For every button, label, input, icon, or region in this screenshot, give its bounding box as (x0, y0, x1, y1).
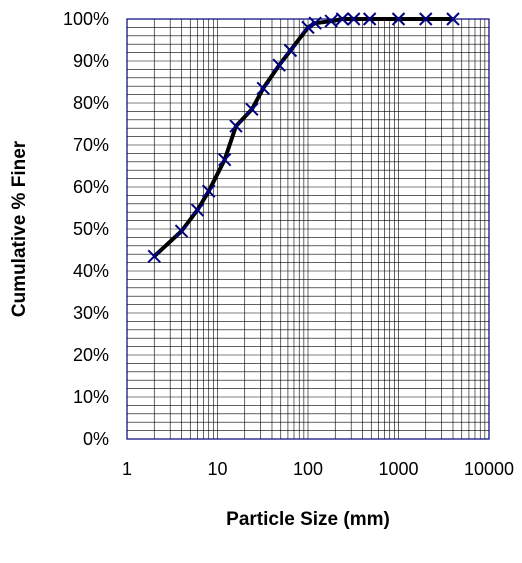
marker-stroke (335, 12, 350, 26)
data-point-x-marker (174, 224, 189, 238)
y-tick-label: 60% (73, 177, 109, 197)
marker-stroke (446, 12, 460, 26)
marker-stroke (190, 203, 205, 217)
marker-stroke (391, 12, 406, 26)
data-point-x-marker (256, 81, 270, 96)
marker-stroke (229, 119, 243, 133)
marker-stroke (174, 224, 189, 238)
marker-stroke (202, 184, 216, 198)
marker-stroke (147, 249, 161, 264)
grid-lines (126, 18, 489, 440)
marker-stroke (272, 58, 286, 72)
data-point-x-marker (335, 12, 350, 26)
marker-stroke (347, 12, 361, 26)
y-tick-label: 90% (73, 51, 109, 71)
y-tick-label: 70% (73, 135, 109, 155)
y-tick-label: 100% (63, 9, 109, 29)
marker-stroke (324, 14, 338, 28)
data-point-x-marker (347, 12, 361, 26)
marker-stroke (245, 102, 259, 117)
data-series (147, 12, 460, 264)
x-tick-label: 10 (207, 459, 227, 479)
x-tick-label: 1 (122, 459, 132, 479)
plot-frame (126, 18, 490, 440)
data-point-x-marker (202, 184, 216, 198)
data-point-x-marker (283, 43, 298, 58)
data-point-x-marker (362, 12, 377, 26)
data-point-x-marker (229, 119, 243, 133)
marker-stroke (301, 20, 315, 35)
x-axis-title: Particle Size (mm) (226, 509, 390, 530)
y-tick-label: 50% (73, 219, 109, 239)
marker-stroke (362, 12, 377, 26)
marker-stroke (283, 43, 298, 58)
data-point-x-marker (217, 152, 232, 167)
x-tick-label: 1000 (378, 459, 418, 479)
data-point-x-marker (147, 249, 161, 264)
y-tick-label: 30% (73, 303, 109, 323)
marker-stroke (256, 81, 270, 96)
data-point-x-marker (391, 12, 406, 26)
data-point-x-marker (245, 102, 259, 117)
x-axis-tick-labels: 1 10 100 1000 10000 (122, 459, 514, 479)
data-point-x-marker (324, 14, 338, 28)
marker-stroke (217, 152, 232, 167)
y-tick-label: 20% (73, 345, 109, 365)
marker-stroke (308, 16, 322, 30)
y-axis-title: Cumulative % Finer (9, 140, 30, 317)
y-axis-tick-labels: 0% 10% 20% 30% 40% 50% 60% 70% 80% 90% 100% (63, 9, 109, 449)
data-point-x-marker (272, 58, 286, 72)
y-tick-label: 10% (73, 387, 109, 407)
data-point-x-marker (301, 20, 315, 35)
y-tick-label: 40% (73, 261, 109, 281)
x-tick-label: 100 (293, 459, 323, 479)
data-point-x-marker (446, 12, 460, 26)
x-tick-label: 10000 (464, 459, 514, 479)
y-tick-label: 80% (73, 93, 109, 113)
marker-stroke (419, 12, 433, 26)
data-point-x-marker (308, 16, 322, 30)
y-tick-label: 0% (83, 429, 109, 449)
data-point-x-marker (419, 12, 433, 26)
data-point-x-marker (190, 203, 205, 217)
